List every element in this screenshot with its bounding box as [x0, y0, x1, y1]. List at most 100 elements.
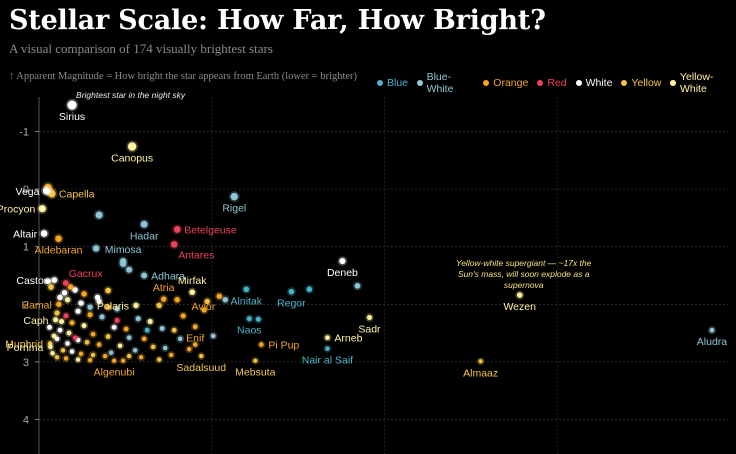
- star-point-caph: [52, 317, 59, 323]
- star-point: [126, 266, 133, 273]
- star-label-sadr: Sadr: [358, 324, 381, 336]
- star-point: [87, 312, 93, 318]
- star-label-almaaz: Almaaz: [463, 367, 498, 379]
- star-point: [54, 336, 60, 342]
- star-point: [222, 296, 228, 303]
- star-point: [159, 326, 165, 331]
- star-point-arneb: [325, 335, 330, 341]
- star-point: [94, 294, 101, 301]
- star-point: [111, 324, 117, 330]
- star-point: [75, 308, 81, 314]
- star-point-hamal: [56, 301, 62, 307]
- star-label-atria: Atria: [153, 282, 175, 294]
- legend-item-yellow: Yellow: [621, 71, 661, 95]
- star-point: [174, 296, 180, 303]
- legend-label: White: [585, 77, 613, 89]
- legend-swatch: [575, 80, 582, 86]
- star-label-arneb: Arneb: [334, 333, 362, 345]
- star-point: [201, 307, 207, 313]
- legend-swatch: [537, 80, 544, 86]
- star-point: [117, 343, 123, 349]
- star-point-nair-al-saif: [325, 346, 330, 351]
- annotation-line: Sun's mass, will soon explode as a: [458, 269, 590, 279]
- legend-label: Orange: [493, 77, 529, 89]
- star-point: [51, 333, 57, 339]
- star-label-avior: Avior: [192, 301, 216, 313]
- star-label-sirius: Sirius: [59, 111, 85, 123]
- star-point-mimosa: [120, 258, 127, 265]
- star-point-rigel: [230, 192, 238, 201]
- star-point: [87, 304, 93, 310]
- star-label-betelgeuse: Betelgeuse: [184, 224, 237, 236]
- star-point-atria: [160, 296, 167, 302]
- y-axis-label-text: Apparent Magnitude = How bright the star…: [16, 71, 358, 82]
- star-point: [72, 335, 78, 341]
- star-label-algenubi: Algenubi: [94, 367, 135, 379]
- star-label-enif: Enif: [186, 333, 204, 345]
- grid: [39, 97, 730, 454]
- star-label-nair-al-saif: Nair al Saif: [302, 355, 353, 367]
- annotations: Brightest star in the night sky Yellow-wh…: [76, 90, 592, 290]
- star-label-pi-pup: Pi Pup: [268, 340, 299, 352]
- star-point: [135, 316, 141, 322]
- star-point-polaris: [133, 302, 139, 309]
- y-axis: -1 0 1 2 3 4: [19, 97, 40, 454]
- star-label-canopus: Canopus: [111, 153, 153, 165]
- star-label-porrima: Porrima: [7, 342, 44, 354]
- star-point: [54, 355, 60, 360]
- star-label-procyon: Procyon: [0, 204, 35, 216]
- star-point: [126, 335, 132, 341]
- star-point-aludra: [709, 327, 715, 333]
- annotation-wezen: Yellow-white supergiant — ~17x the Sun's …: [456, 258, 592, 290]
- star-point: [47, 324, 52, 330]
- star-point: [66, 330, 72, 336]
- star-point: [64, 296, 71, 303]
- star-point: [81, 291, 87, 297]
- chart-title: Stellar Scale: How Far, How Bright?: [9, 5, 546, 36]
- star-point: [108, 350, 114, 355]
- y-tick-label: 1: [23, 242, 29, 254]
- star-point: [45, 278, 51, 285]
- legend-swatch: [621, 80, 628, 86]
- star-point-hadar: [140, 220, 148, 228]
- star-point: [306, 286, 313, 293]
- legend-item-white: White: [575, 71, 613, 95]
- star-label-castor: Castor: [16, 275, 47, 287]
- star-point: [99, 314, 105, 320]
- star-point-castor: [51, 277, 58, 284]
- star-label-antares: Antares: [178, 249, 214, 261]
- star-label-mebsuta: Mebsuta: [235, 367, 275, 379]
- star-point: [95, 211, 103, 219]
- star-point: [255, 316, 261, 322]
- star-point-altair: [40, 230, 48, 237]
- star-point: [192, 342, 198, 347]
- star-point-wezen: [516, 292, 523, 298]
- legend-item-blue-white: Blue-White: [417, 71, 474, 95]
- legend-label: Blue: [387, 77, 409, 89]
- data-labels: Sirius Canopus Capella Vega Procyon Rigel Hada…: [0, 111, 727, 379]
- star-point: [69, 349, 75, 354]
- star-label-muphrid: Muphrid: [5, 338, 43, 350]
- star-label-adhara: Adhara: [151, 271, 185, 283]
- star-label-altair: Altair: [13, 228, 37, 240]
- star-point: [132, 348, 138, 353]
- star-point: [156, 302, 162, 309]
- annotation-sirius: Brightest star in the night sky: [76, 90, 186, 100]
- star-label-rigel: Rigel: [222, 203, 246, 215]
- star-point-avior: [216, 293, 223, 299]
- star-label-mimosa: Mimosa: [105, 244, 142, 256]
- star-label-deneb: Deneb: [327, 267, 358, 279]
- star-point-procyon: [38, 205, 46, 213]
- star-label-hamal: Hamal: [21, 299, 51, 311]
- star-point-naos: [246, 316, 252, 322]
- star-point-pi-pup: [259, 342, 264, 347]
- star-label-hadar: Hadar: [130, 230, 159, 242]
- star-point-adhara: [141, 272, 148, 279]
- star-label-capella: Capella: [59, 189, 95, 201]
- star-point: [157, 357, 162, 362]
- star-point: [59, 319, 65, 325]
- star-label-naos: Naos: [237, 325, 262, 337]
- star-point: [354, 283, 361, 289]
- star-point: [65, 341, 70, 346]
- star-label-polaris: Polaris: [97, 300, 129, 312]
